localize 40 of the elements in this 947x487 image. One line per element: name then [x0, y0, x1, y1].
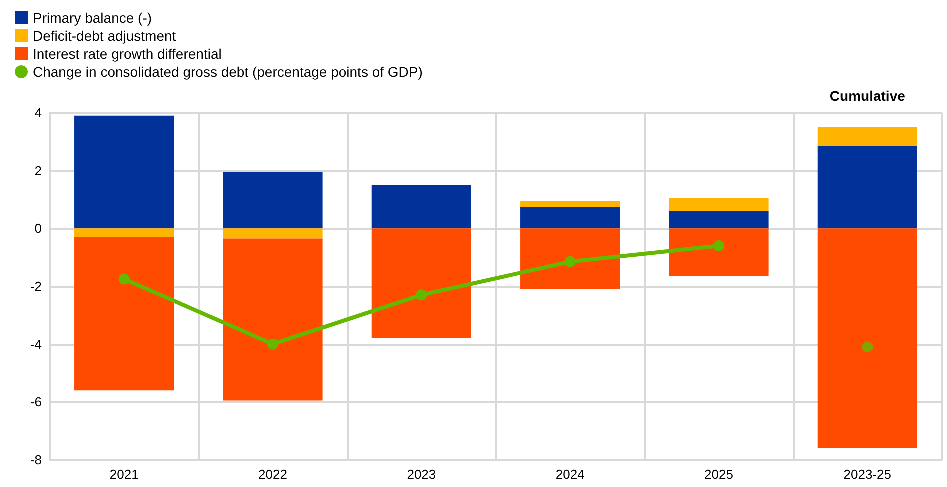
x-tick-label: 2021: [110, 467, 139, 482]
point: [714, 240, 724, 252]
x-tick-label: 2024: [556, 467, 585, 482]
point: [268, 338, 278, 350]
text: Cumulative: [830, 88, 906, 104]
legend-label: Interest rate growth differential: [33, 46, 222, 62]
legend-label: Primary balance (-): [33, 10, 152, 26]
y-tick-label: 2: [34, 163, 42, 178]
x-tick-label: 2023-25: [844, 467, 892, 482]
bar: [223, 228, 323, 239]
bar: [520, 228, 620, 290]
bar: [223, 172, 323, 229]
bar: [669, 211, 769, 229]
y-tick-label: 4: [34, 106, 42, 120]
bar: [372, 185, 472, 229]
bar: [818, 146, 918, 229]
bar: [669, 198, 769, 212]
y-tick-label: -8: [30, 452, 42, 468]
y-tick-label: 0: [34, 221, 42, 236]
y-tick-label: -2: [30, 279, 42, 294]
bar: [669, 228, 769, 276]
bar: [520, 201, 620, 207]
bar: [818, 127, 918, 146]
bar: [223, 238, 323, 401]
bar: [372, 228, 472, 339]
y-tick-label: -4: [30, 336, 42, 352]
legend-label: Deficit-debt adjustment: [33, 28, 176, 44]
x-tick-label: 2022: [258, 467, 288, 482]
y-tick-label: -6: [30, 394, 42, 410]
point: [118, 274, 130, 285]
point: [416, 290, 428, 301]
x-tick-label: 2025: [704, 467, 734, 482]
bar: [74, 237, 174, 391]
bar: [520, 206, 620, 229]
bar: [818, 228, 918, 448]
bar: [74, 228, 174, 238]
bar: [74, 116, 174, 229]
x-tick-label: 2023: [407, 467, 436, 482]
legend-label: Change in consolidated gross debt (percentage points of GDP): [33, 64, 423, 80]
point: [564, 256, 576, 268]
